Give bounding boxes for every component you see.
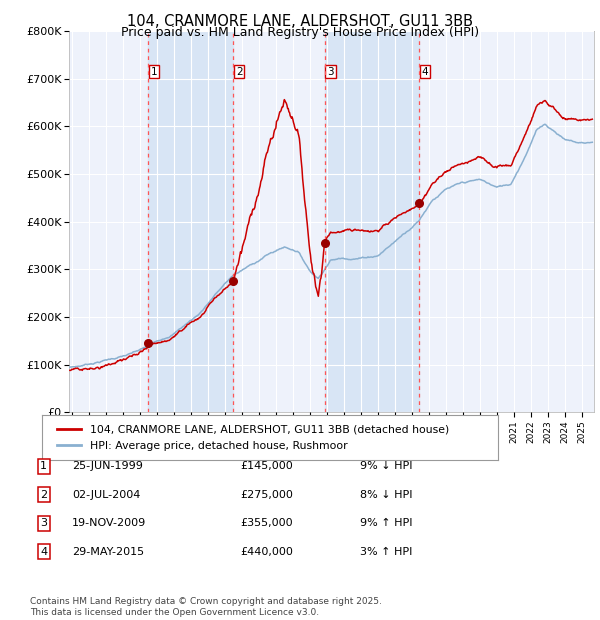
Text: 3: 3 (328, 66, 334, 76)
Text: 9% ↓ HPI: 9% ↓ HPI (360, 461, 413, 471)
Text: £440,000: £440,000 (240, 547, 293, 557)
Text: 1: 1 (40, 461, 47, 471)
Bar (325, 31, 419, 412)
Text: 1: 1 (151, 66, 157, 76)
Text: £275,000: £275,000 (240, 490, 293, 500)
Text: 2: 2 (40, 490, 47, 500)
Text: 19-NOV-2009: 19-NOV-2009 (72, 518, 146, 528)
Text: Price paid vs. HM Land Registry's House Price Index (HPI): Price paid vs. HM Land Registry's House … (121, 26, 479, 39)
Text: 3: 3 (40, 518, 47, 528)
Text: 104, CRANMORE LANE, ALDERSHOT, GU11 3BB: 104, CRANMORE LANE, ALDERSHOT, GU11 3BB (127, 14, 473, 29)
Text: 3% ↑ HPI: 3% ↑ HPI (360, 547, 412, 557)
Bar (148, 31, 233, 412)
Text: 4: 4 (40, 547, 47, 557)
Text: 8% ↓ HPI: 8% ↓ HPI (360, 490, 413, 500)
Text: 9% ↑ HPI: 9% ↑ HPI (360, 518, 413, 528)
Text: 4: 4 (421, 66, 428, 76)
Text: 02-JUL-2004: 02-JUL-2004 (72, 490, 140, 500)
Text: 25-JUN-1999: 25-JUN-1999 (72, 461, 143, 471)
Text: £355,000: £355,000 (240, 518, 293, 528)
Text: Contains HM Land Registry data © Crown copyright and database right 2025.
This d: Contains HM Land Registry data © Crown c… (30, 598, 382, 617)
Text: £145,000: £145,000 (240, 461, 293, 471)
Text: 29-MAY-2015: 29-MAY-2015 (72, 547, 144, 557)
Legend: 104, CRANMORE LANE, ALDERSHOT, GU11 3BB (detached house), HPI: Average price, de: 104, CRANMORE LANE, ALDERSHOT, GU11 3BB … (52, 419, 455, 456)
Text: 2: 2 (236, 66, 242, 76)
